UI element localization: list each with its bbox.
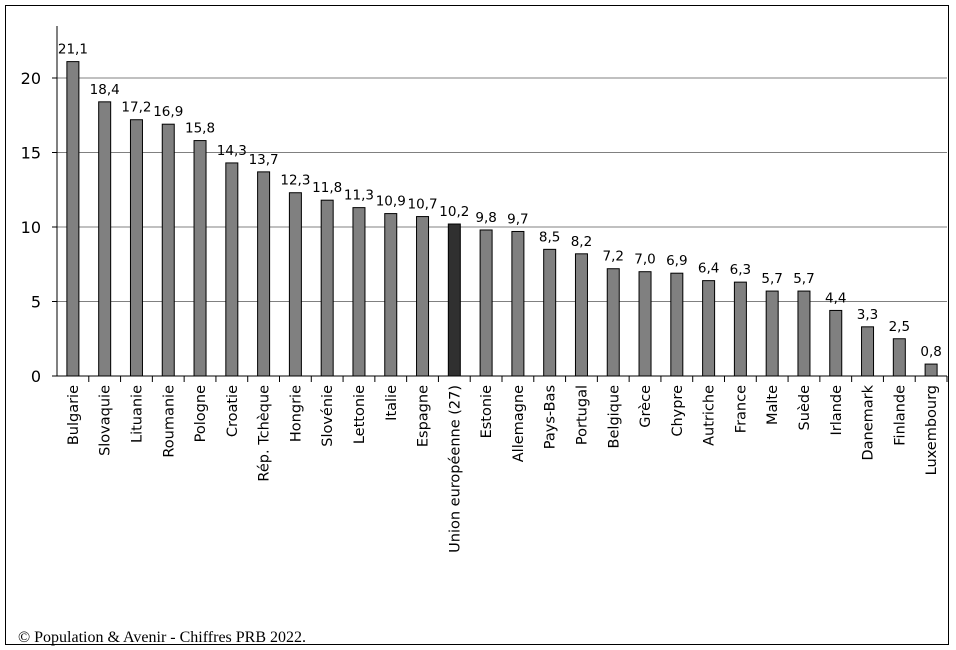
data-label: 12,3 xyxy=(280,173,310,189)
category-label: Grèce xyxy=(638,385,654,428)
bar xyxy=(733,281,747,377)
data-label: 6,9 xyxy=(666,253,687,269)
data-label: 17,2 xyxy=(121,100,151,116)
category-label: Espagne xyxy=(416,385,432,447)
y-tick-label: 15 xyxy=(21,144,41,163)
data-label: 2,5 xyxy=(889,319,910,335)
category-label: Slovaquie xyxy=(98,385,114,456)
bar xyxy=(416,216,430,377)
category-label: Allemagne xyxy=(511,385,527,462)
category-label: Lituanie xyxy=(129,385,145,443)
category-label: Estonie xyxy=(479,385,495,438)
bar xyxy=(829,309,843,377)
data-label: 9,7 xyxy=(507,211,528,227)
category-label: Autriche xyxy=(702,385,718,446)
data-label: 10,2 xyxy=(439,204,469,220)
category-label: Union européenne (27) xyxy=(447,385,463,553)
bar xyxy=(66,61,80,377)
y-tick-label: 10 xyxy=(21,218,41,237)
data-label: 5,7 xyxy=(793,271,814,287)
bar xyxy=(479,229,493,377)
bar xyxy=(447,223,461,377)
data-label: 5,7 xyxy=(761,271,782,287)
category-label: Luxembourg xyxy=(924,385,940,475)
bar xyxy=(352,207,366,377)
bar xyxy=(225,162,239,377)
category-label: Rép. Tchèque xyxy=(257,385,273,482)
category-label: Roumanie xyxy=(161,385,177,458)
category-label: Italie xyxy=(384,385,400,421)
bar xyxy=(702,280,716,377)
category-label: Irlande xyxy=(829,385,845,436)
category-label: Pologne xyxy=(193,385,209,442)
category-label: Portugal xyxy=(574,385,590,445)
bar xyxy=(288,192,302,377)
data-label: 10,7 xyxy=(408,197,438,213)
category-label: Chypre xyxy=(670,385,686,437)
bar xyxy=(765,290,779,377)
category-label: Malte xyxy=(765,385,781,425)
source-note: © Population & Avenir - Chiffres PRB 202… xyxy=(18,629,307,646)
data-label: 3,3 xyxy=(857,307,878,323)
data-label: 8,2 xyxy=(571,234,592,250)
data-label: 6,3 xyxy=(730,262,751,278)
data-label: 15,8 xyxy=(185,121,215,137)
y-tick-label: 5 xyxy=(31,293,41,312)
data-label: 13,7 xyxy=(249,152,279,168)
data-label: 7,2 xyxy=(603,249,624,265)
bar xyxy=(574,253,588,377)
data-label: 21,1 xyxy=(58,42,88,58)
category-label: Suède xyxy=(797,385,813,431)
bar xyxy=(320,199,334,377)
category-label: Pays-Bas xyxy=(543,385,559,449)
bar xyxy=(161,123,175,377)
category-label: Danemark xyxy=(861,384,877,460)
bar xyxy=(924,363,938,377)
data-label: 10,9 xyxy=(376,194,406,210)
bar xyxy=(861,326,875,377)
bar xyxy=(543,248,557,377)
data-label: 14,3 xyxy=(217,143,247,159)
category-label: Croatie xyxy=(225,385,241,437)
y-tick-label: 20 xyxy=(21,69,41,88)
category-label: Hongrie xyxy=(288,385,304,442)
bar xyxy=(511,230,525,377)
data-label: 4,4 xyxy=(825,290,846,306)
bar xyxy=(257,171,271,377)
bar xyxy=(606,268,620,377)
category-label: France xyxy=(733,385,749,433)
data-label: 7,0 xyxy=(634,252,655,268)
bar xyxy=(638,271,652,377)
data-label: 18,4 xyxy=(90,82,120,98)
category-label: Lettonie xyxy=(352,385,368,444)
data-label: 6,4 xyxy=(698,261,719,277)
bar xyxy=(797,290,811,377)
y-tick-label: 0 xyxy=(31,367,41,386)
bar xyxy=(892,338,906,377)
bar-chart: 0 5 10 15 20 21,1 Bulgarie 18,4 Slovaquie 17,2 Lit… xyxy=(21,26,948,553)
chart-frame: 0 5 10 15 20 21,1 Bulgarie 18,4 Slovaquie 17,2 Lit… xyxy=(5,5,949,646)
data-label: 16,9 xyxy=(153,104,183,120)
category-label: Bulgarie xyxy=(66,385,82,445)
bar xyxy=(129,119,143,377)
data-label: 11,3 xyxy=(344,188,374,204)
data-label: 9,8 xyxy=(475,210,496,226)
data-label: 11,8 xyxy=(312,180,342,196)
category-label: Slovénie xyxy=(320,385,336,447)
bar xyxy=(193,140,207,377)
bar xyxy=(98,101,112,377)
data-label: 0,8 xyxy=(920,344,941,360)
category-label: Belgique xyxy=(606,385,622,449)
bar xyxy=(670,272,684,377)
bar xyxy=(384,213,398,377)
data-label: 8,5 xyxy=(539,229,560,245)
category-label: Finlande xyxy=(892,385,908,446)
